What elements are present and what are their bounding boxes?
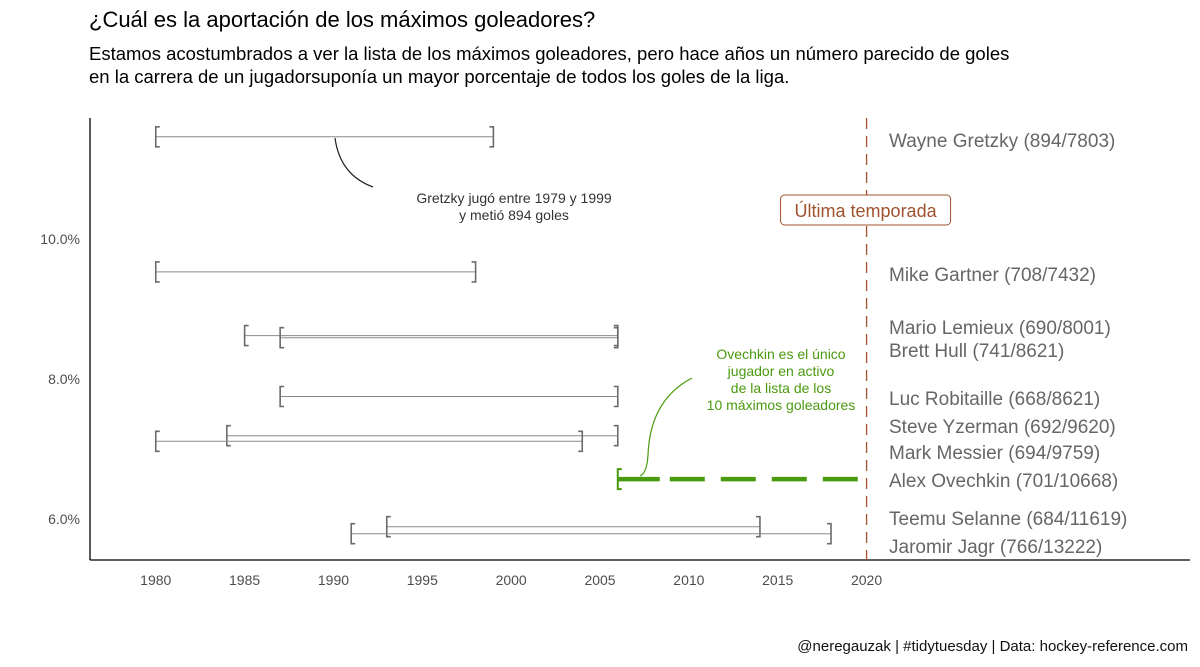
annotation-curve-ovechkin [639,377,693,477]
player-label: Alex Ovechkin (701/10668) [889,471,1118,492]
x-tick-label: 2015 [762,572,793,588]
y-tick-label: 10.0% [40,231,80,247]
range-end-bracket [613,385,619,408]
range-start-bracket [154,126,160,148]
player-ranges [154,126,867,545]
player-label: Brett Hull (741/8621) [889,341,1064,362]
player-label: Jaromir Jagr (766/13222) [889,537,1102,558]
reference-line-label: Última temporada [795,200,938,221]
player-label: Mario Lemieux (690/8001) [889,318,1111,339]
x-tick-label: 2020 [851,572,882,588]
x-tick-label: 1995 [407,572,438,588]
range-start-bracket [243,324,249,347]
x-tick-label: 2010 [673,572,704,588]
player-label: Wayne Gretzky (894/7803) [889,131,1115,152]
annotation-curve-gretzky [334,137,374,188]
x-tick-label: 2005 [584,572,615,588]
y-tick-label: 8.0% [48,371,80,387]
player-label: Steve Yzerman (692/9620) [889,417,1116,438]
reference-label-box [780,194,952,226]
player-label: Mike Gartner (708/7432) [889,265,1096,286]
player-label: Teemu Selanne (684/11619) [889,509,1127,530]
caption: @neregauzak | #tidytuesday | Data: hocke… [797,638,1188,655]
range-start-bracket [385,515,391,538]
annotation-text-ovechkin: 10 máximos goleadores [707,397,856,413]
x-tick-label: 1985 [229,572,260,588]
annotation-text-gretzky: y metió 894 goles [459,207,569,223]
range-end-bracket [578,430,584,453]
range-start-bracket [350,522,356,545]
annotation-text-ovechkin: Ovechkin es el único [716,346,845,362]
x-tick-label: 1980 [140,572,171,588]
range-start-bracket [616,468,622,491]
annotation-text-ovechkin: jugador en activo [727,363,835,379]
subtitle-line-2: en la carrera de un jugadorsuponía un ma… [89,66,790,87]
x-tick-label: 1990 [318,572,349,588]
player-labels: Wayne Gretzky (894/7803) Mike Gartner (70… [889,131,1127,558]
range-start-bracket [279,385,285,408]
player-label: Mark Messier (694/9759) [889,443,1100,464]
x-tick-label: 2000 [496,572,527,588]
range-end-bracket [827,522,832,545]
range-start-bracket [226,424,231,447]
chart-title: ¿Cuál es la aportación de los máximos go… [89,7,596,32]
range-end-bracket [755,515,761,538]
range-start-bracket [154,430,160,453]
player-label: Luc Robitaille (668/8621) [889,389,1100,410]
range-start-bracket [154,261,160,283]
y-tick-label: 6.0% [48,511,80,527]
range-end-bracket [471,261,477,283]
annotation-text-gretzky: Gretzky jugó entre 1979 y 1999 [416,190,612,206]
subtitle-line-1: Estamos acostumbrados a ver la lista de … [89,43,1010,64]
range-start-bracket [279,326,285,349]
range-end-bracket [489,126,495,148]
range-end-bracket [613,424,619,447]
chart-subtitle: Estamos acostumbrados a ver la lista de … [89,42,1009,88]
annotation-text-ovechkin: de la lista de los [731,380,831,396]
axes: 1980 1985 1990 1995 2000 2005 2010 2015 2020 6.0%… [40,118,1190,588]
range-end-bracket [613,326,619,349]
